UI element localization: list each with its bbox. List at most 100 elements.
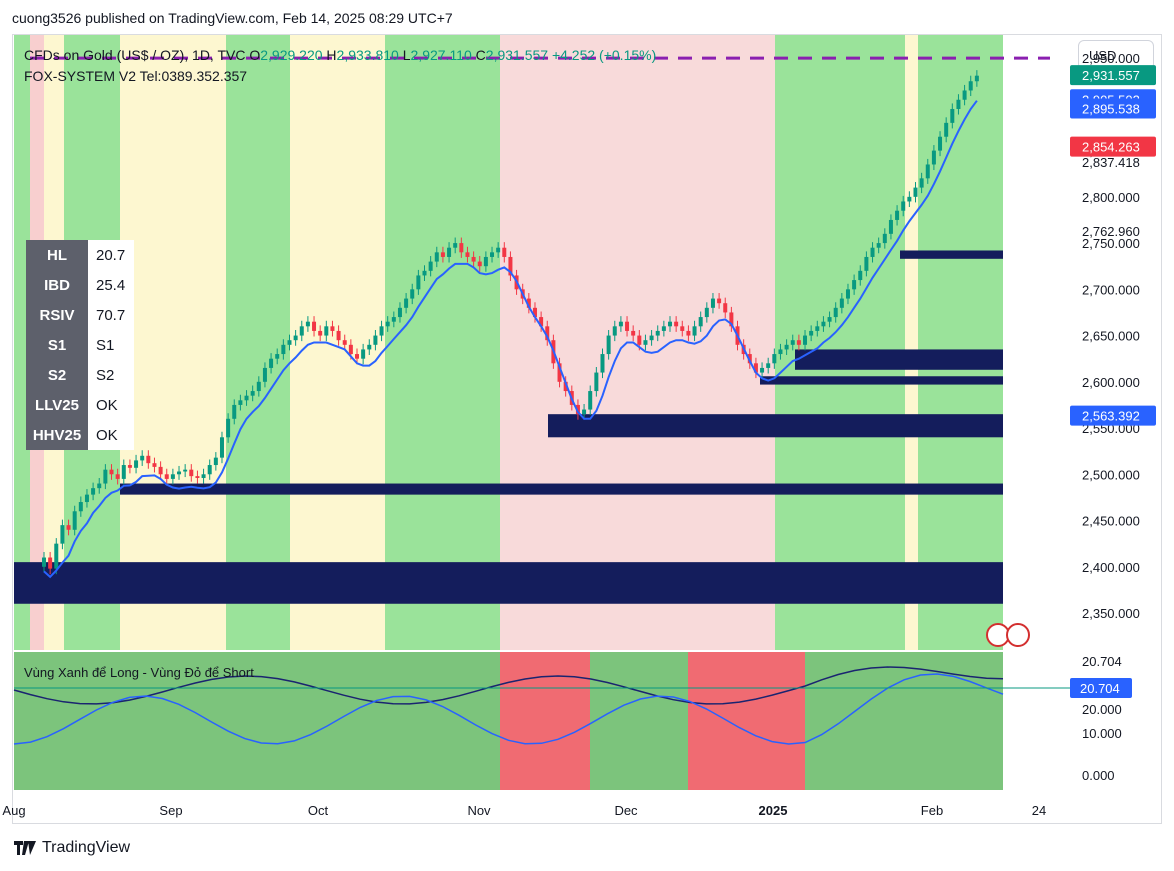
candle-body bbox=[152, 463, 157, 467]
candle-body bbox=[367, 344, 372, 350]
candle-body bbox=[226, 418, 231, 438]
candle-body bbox=[796, 340, 801, 345]
price-tick-label: 2,350.000 bbox=[1082, 606, 1140, 621]
candle-body bbox=[379, 326, 384, 336]
candle-body bbox=[459, 243, 464, 253]
candle-body bbox=[293, 335, 298, 341]
candle-body bbox=[723, 303, 728, 313]
sub-pane-zone bbox=[500, 652, 590, 790]
background-zone bbox=[918, 35, 1003, 650]
price-tick-label: 2,400.000 bbox=[1082, 560, 1140, 575]
flag-icon bbox=[1006, 623, 1030, 647]
candle-body bbox=[637, 335, 642, 345]
flag-icon bbox=[986, 623, 1010, 647]
candle-body bbox=[625, 321, 630, 331]
info-value-cell bbox=[88, 360, 134, 390]
candle-body bbox=[686, 330, 691, 336]
indicator-name: FOX-SYSTEM V2 Tel:0389.352.357 bbox=[24, 68, 247, 84]
candle-body bbox=[919, 178, 924, 188]
candle-body bbox=[422, 270, 427, 276]
sub-pane-title: Vùng Xanh để Long - Vùng Đỏ để Short bbox=[24, 665, 254, 680]
sub-pane-zone bbox=[780, 652, 805, 790]
info-value-cell bbox=[88, 330, 134, 360]
candle-body bbox=[508, 256, 513, 276]
info-value: 25.4 bbox=[96, 277, 125, 294]
price-badge-label: 2,563.392 bbox=[1082, 409, 1140, 424]
candle-body bbox=[434, 252, 439, 262]
candle-body bbox=[753, 363, 758, 373]
candle-body bbox=[447, 247, 452, 257]
sub-pane-line-blue bbox=[13, 673, 1004, 745]
legend-part: 2,927.110 bbox=[411, 47, 476, 63]
sub-pane-zone bbox=[688, 652, 780, 790]
candle-body bbox=[606, 335, 611, 355]
price-badge bbox=[1070, 98, 1156, 119]
candle-body bbox=[649, 335, 654, 341]
candle-body bbox=[183, 469, 188, 472]
candle-body bbox=[60, 525, 65, 544]
candle-body bbox=[698, 317, 703, 327]
candle-body bbox=[582, 409, 587, 415]
candle-body bbox=[950, 108, 955, 123]
candle-body bbox=[864, 256, 869, 271]
background-zone bbox=[385, 35, 500, 650]
legend-part: L bbox=[403, 47, 411, 63]
candle-body bbox=[397, 307, 402, 318]
legend-part: 2,933.810 bbox=[337, 47, 403, 63]
moving-average-line bbox=[43, 100, 978, 579]
price-badge-label: 2,762.960 bbox=[1082, 224, 1140, 239]
candle-body bbox=[852, 280, 857, 290]
candle-body bbox=[275, 354, 280, 359]
candle-body bbox=[858, 270, 863, 281]
candle-body bbox=[103, 469, 108, 484]
zone-block bbox=[760, 376, 1003, 385]
candle-body bbox=[330, 326, 335, 331]
candle-body bbox=[373, 335, 378, 345]
background-zone bbox=[500, 35, 590, 650]
candle-body bbox=[888, 219, 893, 234]
candle-body bbox=[803, 335, 808, 345]
info-value-cell bbox=[88, 240, 134, 270]
info-value: S2 bbox=[96, 367, 114, 384]
candle-body bbox=[557, 363, 562, 382]
candle-body bbox=[477, 261, 482, 267]
currency-label: USD bbox=[1089, 47, 1117, 63]
candle-body bbox=[78, 502, 83, 512]
sub-pane-zone bbox=[590, 652, 688, 790]
price-tick-label: 2,600.000 bbox=[1082, 375, 1140, 390]
candle-body bbox=[668, 321, 672, 327]
candle-body bbox=[66, 525, 71, 530]
candle-body bbox=[256, 381, 261, 392]
candle-body bbox=[177, 471, 182, 475]
candle-body bbox=[575, 404, 580, 415]
info-value-cell bbox=[88, 390, 134, 420]
candle-body bbox=[84, 494, 89, 503]
candle-body bbox=[594, 372, 599, 392]
candle-body bbox=[115, 474, 120, 479]
candle-body bbox=[244, 395, 249, 401]
candle-body bbox=[97, 483, 102, 489]
info-key: IBD bbox=[44, 277, 70, 294]
candle-body bbox=[312, 321, 317, 331]
sub-pane-line-dark bbox=[13, 666, 1004, 705]
candle-body bbox=[907, 196, 912, 202]
info-key-cell bbox=[26, 330, 88, 360]
info-key: LLV25 bbox=[35, 397, 79, 414]
currency-selector[interactable]: USD bbox=[1078, 40, 1154, 70]
price-badge-label: 2,854.263 bbox=[1082, 140, 1140, 155]
candle-body bbox=[140, 455, 145, 461]
legend-part: CFDs on Gold (US$ / OZ), 1D, TVC bbox=[24, 47, 249, 63]
candle-body bbox=[643, 340, 648, 345]
candle-body bbox=[839, 298, 844, 308]
info-key-cell bbox=[26, 420, 88, 450]
candle-body bbox=[938, 136, 943, 151]
candle-body bbox=[428, 261, 433, 271]
candle-body bbox=[502, 247, 507, 257]
candle-body bbox=[342, 340, 347, 345]
candle-body bbox=[189, 469, 194, 477]
candle-body bbox=[974, 75, 979, 82]
candle-body bbox=[962, 90, 967, 100]
sub-pane-zone bbox=[385, 652, 500, 790]
candle-body bbox=[324, 326, 329, 336]
